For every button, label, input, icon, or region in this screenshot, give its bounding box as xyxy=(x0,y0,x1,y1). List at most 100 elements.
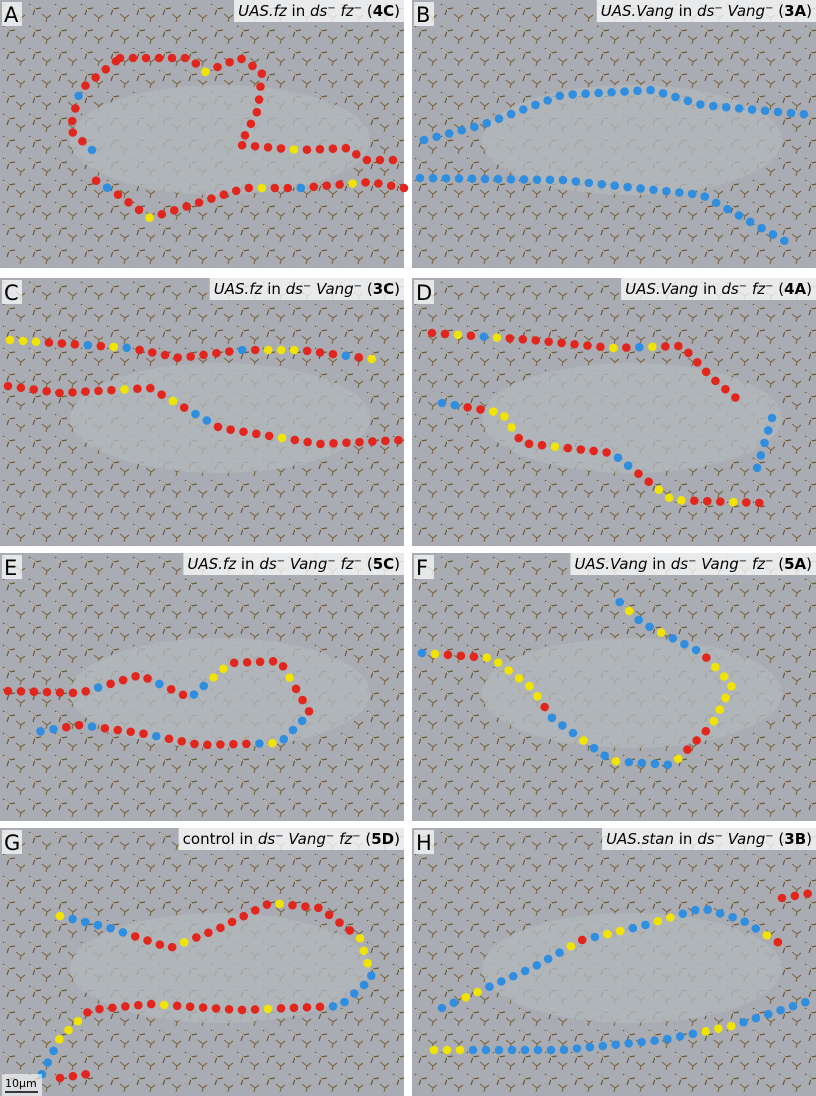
marker-dot xyxy=(455,174,464,183)
caption-part: 3B xyxy=(784,830,806,848)
marker-dot xyxy=(525,682,534,691)
marker-dot xyxy=(441,330,450,339)
caption-part: UAS.fz xyxy=(238,2,288,20)
marker-dot xyxy=(760,439,769,448)
caption-part: − xyxy=(352,831,360,842)
marker-dot xyxy=(778,894,787,903)
marker-dot xyxy=(558,721,567,730)
marker-dot xyxy=(531,101,540,110)
marker-dot xyxy=(800,110,809,119)
marker-dot xyxy=(68,117,77,126)
marker-dot xyxy=(374,179,383,188)
marker-dot xyxy=(165,734,174,743)
scale-bar: 10µm xyxy=(2,1074,42,1096)
marker-dot xyxy=(727,1022,736,1031)
marker-dot xyxy=(589,447,598,456)
marker-dot xyxy=(581,89,590,98)
marker-dot xyxy=(74,91,83,100)
marker-dot xyxy=(470,123,479,132)
marker-dot xyxy=(636,184,645,193)
marker-dot xyxy=(256,82,265,91)
marker-dot xyxy=(578,936,587,945)
marker-dot xyxy=(129,54,138,63)
marker-dot xyxy=(290,145,299,154)
marker-dot xyxy=(71,340,80,349)
marker-dot xyxy=(322,181,331,190)
marker-dot xyxy=(746,218,755,227)
marker-dot xyxy=(468,174,477,183)
caption-part: ds xyxy=(721,280,739,298)
marker-dot xyxy=(692,736,701,745)
marker-dot xyxy=(173,1002,182,1011)
marker-dot xyxy=(156,940,165,949)
marker-dot xyxy=(160,1001,169,1010)
marker-dot xyxy=(251,906,260,915)
marker-dot xyxy=(367,355,376,364)
caption-part: in xyxy=(674,830,697,848)
marker-dot xyxy=(688,190,697,199)
marker-dot xyxy=(279,735,288,744)
marker-dot xyxy=(81,918,90,927)
caption-part: − xyxy=(354,281,362,292)
marker-dot xyxy=(662,187,671,196)
marker-dot xyxy=(17,687,26,696)
marker-dot xyxy=(139,729,148,738)
marker-dot xyxy=(716,909,725,918)
marker-dot xyxy=(6,336,15,345)
panel-caption: UAS.fz in ds− fz− (4C) xyxy=(238,2,400,20)
marker-dot xyxy=(519,105,528,114)
marker-dot xyxy=(305,707,314,716)
marker-dot xyxy=(493,333,502,342)
marker-dot xyxy=(506,334,515,343)
marker-dot xyxy=(609,344,618,353)
marker-dot xyxy=(237,55,246,64)
marker-dot xyxy=(678,909,687,918)
caption-part: ) xyxy=(806,555,812,573)
marker-dot xyxy=(81,687,90,696)
marker-dot xyxy=(212,349,221,358)
marker-dot xyxy=(573,1044,582,1053)
marker-dot xyxy=(42,387,51,396)
marker-dot xyxy=(296,184,305,193)
panel: UAS.fz in ds− Vang− fz− (5C)E xyxy=(0,553,404,821)
marker-dot xyxy=(432,132,441,141)
marker-dot xyxy=(556,92,565,101)
marker-dot xyxy=(275,900,284,909)
marker-dot xyxy=(103,183,112,192)
marker-dot xyxy=(92,176,101,185)
marker-dot xyxy=(400,184,409,193)
caption-part: − xyxy=(327,556,335,567)
marker-dot xyxy=(219,665,228,674)
marker-dot xyxy=(268,739,277,748)
caption-part: ds xyxy=(310,2,328,20)
marker-dot xyxy=(481,175,490,184)
caption-part: in xyxy=(698,280,721,298)
caption-part: 5D xyxy=(371,830,394,848)
marker-dot xyxy=(228,918,237,927)
marker-dot xyxy=(514,434,523,443)
marker-dot xyxy=(598,1042,607,1051)
marker-dot xyxy=(314,904,323,913)
marker-dot xyxy=(637,1038,646,1047)
caption-part: fz xyxy=(747,555,766,573)
marker-dot xyxy=(585,179,594,188)
caption-part: 5C xyxy=(373,555,394,573)
marker-dot xyxy=(442,174,451,183)
marker-dot xyxy=(356,934,365,943)
marker-dot xyxy=(170,206,179,215)
marker-dot xyxy=(376,156,385,165)
caption-part: ( xyxy=(361,830,372,848)
marker-dot xyxy=(49,1047,58,1056)
marker-dot xyxy=(633,87,642,96)
marker-dot xyxy=(43,688,52,697)
caption-part: Vang xyxy=(285,555,327,573)
marker-dot xyxy=(692,646,701,655)
marker-dot xyxy=(454,331,463,340)
panel: UAS.stan in ds− Vang− (3B)H xyxy=(412,828,816,1096)
marker-dot xyxy=(521,1046,530,1055)
marker-dot xyxy=(146,384,155,393)
marker-dot xyxy=(173,353,182,362)
marker-dot xyxy=(655,485,664,494)
marker-dot xyxy=(755,499,764,508)
marker-dot xyxy=(739,1018,748,1027)
